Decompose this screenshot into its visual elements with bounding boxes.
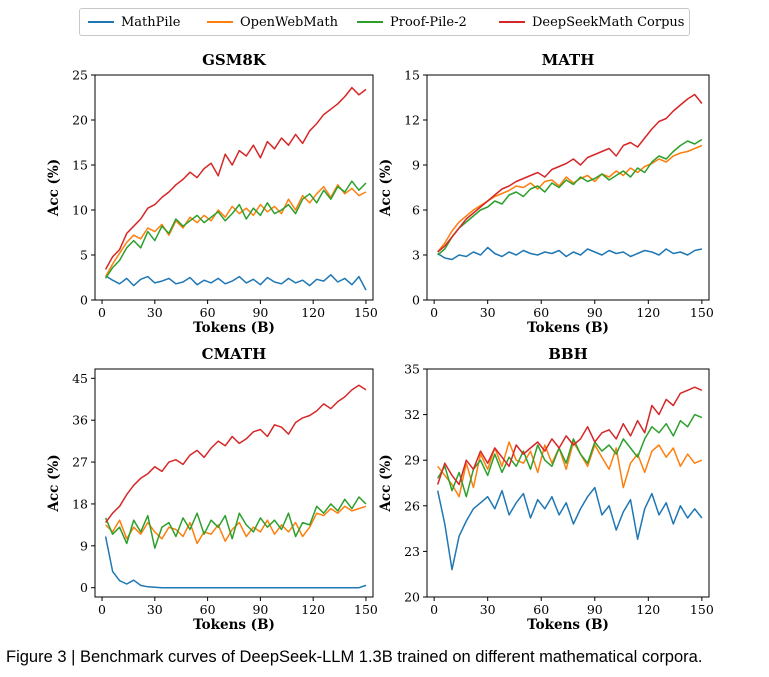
series-line-openwebmath [104,184,367,277]
legend-swatch [207,20,233,23]
series-line-openwebmath [437,441,703,498]
y-tick-label: 10 [72,203,88,218]
x-tick-label: 30 [147,305,163,320]
y-tick-label: 20 [72,113,88,128]
x-tick-label: 60 [533,305,549,320]
x-tick-label: 0 [430,305,438,320]
y-tick-label: 20 [404,590,420,605]
y-tick-label: 0 [80,580,88,595]
series-line-mathpile [437,246,703,261]
chart-math: 0 30 60 90 120 150 0 3 6 9 12 15 MATH Tokens (B) Acc (… [378,51,714,336]
series-line-deepseekmath-corpus [437,93,703,253]
x-tick-label: 120 [301,602,325,617]
legend-swatch [357,20,383,23]
series-line-deepseekmath-corpus [104,384,367,524]
series-line-deepseekmath-corpus [104,86,367,270]
series-line-proof-pile-2 [437,413,703,498]
y-tick-label: 15 [72,158,88,173]
x-tick-label: 150 [354,602,378,617]
x-tick-label: 150 [354,305,378,320]
legend-label: DeepSeekMath Corpus [532,15,685,30]
series-line-mathpile [105,274,367,291]
y-axis-label: Acc (%) [46,159,62,217]
chart-title: BBH [548,345,588,363]
y-tick-label: 18 [72,496,88,511]
legend-item-deepseekmath-corpus: DeepSeekMath Corpus [499,15,684,31]
y-tick-label: 29 [404,453,420,468]
plot-frame [94,74,374,301]
y-axis-label: Acc (%) [378,454,394,512]
chart-title: GSM8K [202,51,267,69]
y-tick-label: 36 [72,413,88,428]
legend-item-mathpile: MathPile [88,15,180,31]
series-line-mathpile [436,486,703,571]
y-tick-label: 9 [80,538,88,553]
x-tick-label: 0 [430,602,438,617]
legend: MathPile OpenWebMath Proof-Pile-2 DeepSe… [79,8,690,36]
legend-item-openwebmath: OpenWebMath [207,15,338,31]
x-tick-label: 150 [690,305,714,320]
y-tick-label: 0 [412,293,420,308]
y-tick-label: 6 [412,203,420,218]
chart-title: MATH [542,51,595,69]
y-axis-label: Acc (%) [378,159,394,217]
chart-gsm8k: 0 30 60 90 120 150 0 5 10 15 20 25 GSM8K Tokens (B) Ac… [46,51,378,336]
y-axis-label: Acc (%) [46,454,62,512]
plot-frame [426,74,710,301]
x-axis-label: Tokens (B) [193,320,275,336]
y-tick-label: 27 [72,455,88,470]
y-tick-label: 12 [404,113,420,128]
plot-frame [426,368,710,598]
x-axis-label: Tokens (B) [527,320,609,336]
x-tick-label: 90 [587,305,603,320]
series-line-mathpile [104,536,367,589]
x-tick-label: 60 [200,602,216,617]
legend-label: Proof-Pile-2 [390,15,467,30]
chart-title: CMATH [202,345,267,363]
y-tick-label: 0 [80,293,88,308]
series-line-proof-pile-2 [104,180,367,279]
y-tick-label: 35 [404,362,420,377]
y-tick-label: 23 [404,544,420,559]
y-tick-label: 9 [412,158,420,173]
y-tick-label: 26 [404,498,420,513]
y-tick-label: 25 [72,68,88,83]
x-tick-label: 150 [690,602,714,617]
y-tick-label: 32 [404,407,420,422]
plot-frame [94,368,374,598]
x-tick-label: 0 [98,602,106,617]
x-tick-label: 30 [480,305,496,320]
x-tick-label: 90 [252,602,268,617]
x-tick-label: 120 [636,602,660,617]
chart-cmath: 0 30 60 90 120 150 0 9 18 27 36 45 CMATH Tokens (B) Ac… [46,345,378,633]
legend-swatch [88,20,114,23]
x-tick-label: 90 [587,602,603,617]
series-line-openwebmath [437,144,703,253]
legend-label: OpenWebMath [240,15,339,30]
y-tick-label: 5 [80,248,88,263]
x-tick-label: 120 [636,305,660,320]
x-tick-label: 0 [98,305,106,320]
chart-bbh: 0 30 60 90 120 150 20 23 26 29 32 35 BBH Tokens (B) Ac… [378,345,714,633]
y-tick-label: 45 [72,371,88,386]
legend-label: MathPile [121,15,181,30]
x-tick-label: 60 [533,602,549,617]
figure-caption: Figure 3 | Benchmark curves of DeepSeek-… [6,648,703,666]
series-line-proof-pile-2 [437,138,703,256]
x-axis-label: Tokens (B) [527,617,609,633]
x-tick-label: 90 [252,305,268,320]
x-tick-label: 30 [480,602,496,617]
series-line-proof-pile-2 [104,496,367,549]
legend-swatch [499,20,525,23]
x-axis-label: Tokens (B) [193,617,275,633]
x-tick-label: 120 [301,305,325,320]
legend-item-proof-pile-2: Proof-Pile-2 [357,15,467,31]
y-tick-label: 3 [412,248,420,263]
x-tick-label: 30 [147,602,163,617]
series-line-deepseekmath-corpus [436,386,703,486]
x-tick-label: 60 [200,305,216,320]
y-tick-label: 15 [404,68,420,83]
